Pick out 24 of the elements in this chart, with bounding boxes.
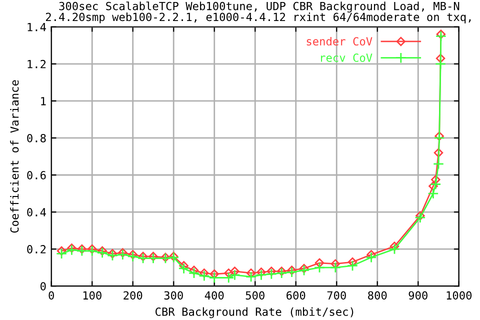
legend-label: sender CoV bbox=[306, 36, 372, 46]
y-tick-label: 0.2 bbox=[27, 245, 46, 254]
y-tick-label: 1.2 bbox=[28, 60, 46, 68]
x-tick-label: 500 bbox=[246, 291, 264, 300]
x-tick-label: 800 bbox=[368, 291, 387, 300]
legend-label: recv CoV bbox=[321, 54, 372, 62]
chart-title: 300sec ScalableTCP Web100tune, UDP CBR Background Load, MB-N 2.4.20smp web100-2.2.1, e1000-4.4.12 rxint 64/64moderate on txq, bbox=[46, 2, 471, 24]
x-tick-label: 600 bbox=[286, 291, 306, 300]
x-tick-label: 300 bbox=[164, 291, 183, 300]
x-tick-label: 900 bbox=[408, 291, 428, 300]
y-tick-label: 0 bbox=[40, 282, 46, 290]
y-tick-label: 1 bbox=[41, 97, 46, 106]
x-axis-title: CBR Background Rate (mbit/sec) bbox=[156, 307, 354, 318]
x-tick-label: 100 bbox=[83, 291, 102, 300]
x-tick-label: 700 bbox=[327, 291, 346, 300]
x-tick-label: 200 bbox=[124, 291, 142, 300]
y-tick-label: 0.8 bbox=[27, 134, 46, 142]
y-tick-label: 1.4 bbox=[28, 23, 46, 32]
y-tick-label: 0.4 bbox=[27, 208, 46, 216]
y-tick-label: 0.6 bbox=[27, 171, 46, 180]
x-tick-label: 1000 bbox=[446, 291, 472, 300]
x-tick-label: 400 bbox=[204, 291, 224, 300]
y-axis-title: Coefficient of Variance bbox=[10, 80, 19, 233]
x-tick-label: 0 bbox=[48, 291, 54, 300]
